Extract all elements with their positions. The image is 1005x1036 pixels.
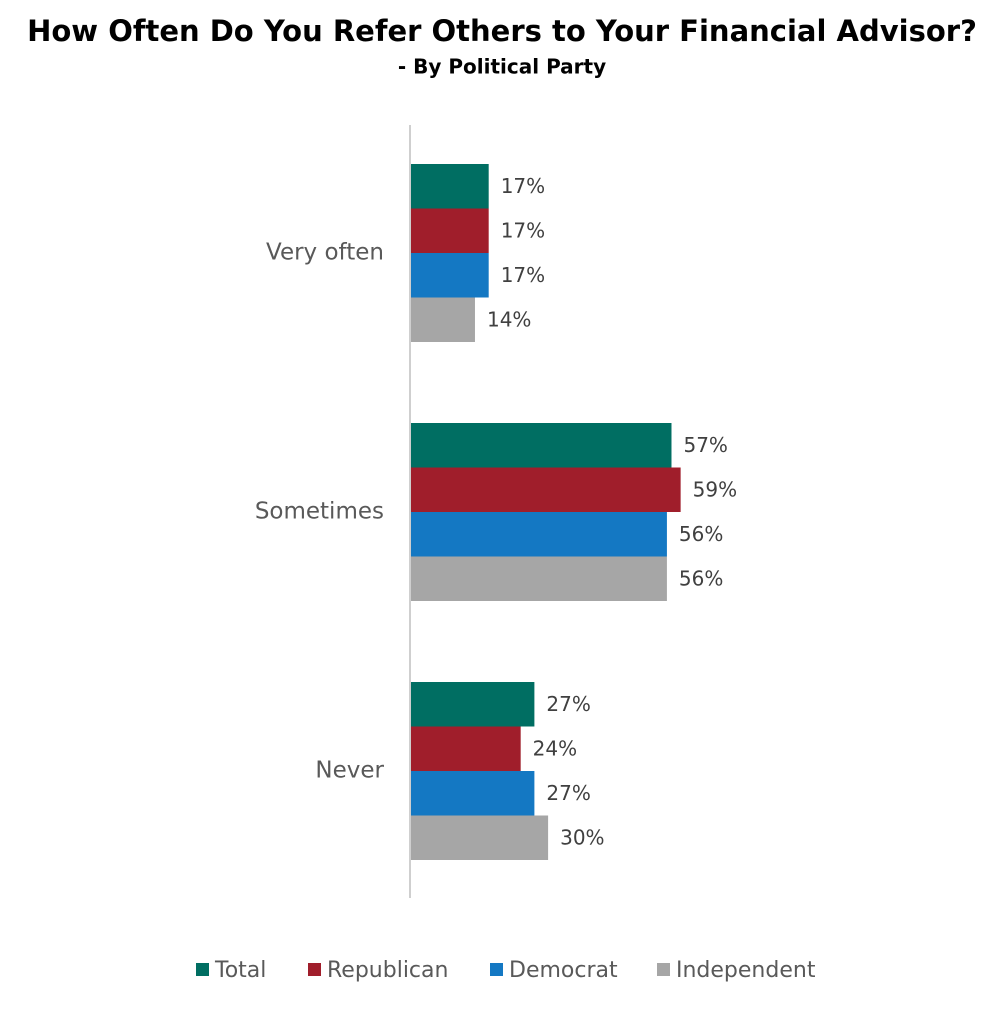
bar <box>411 815 549 860</box>
category-label: Sometimes <box>255 499 384 525</box>
data-label: 56% <box>679 566 723 590</box>
legend-swatch <box>490 963 503 976</box>
bar <box>411 556 667 601</box>
data-label: 27% <box>546 781 590 805</box>
chart-subtitle: - By Political Party <box>398 55 606 79</box>
bar <box>411 423 672 468</box>
data-label: 27% <box>546 692 590 716</box>
bar <box>411 726 521 771</box>
bar <box>411 208 489 253</box>
data-label: 56% <box>679 522 723 546</box>
data-label: 14% <box>487 307 531 331</box>
data-label: 17% <box>501 174 545 198</box>
bar <box>411 253 489 298</box>
bar <box>411 682 535 727</box>
category-label: Very often <box>266 240 384 266</box>
bar <box>411 512 667 557</box>
category-label: Never <box>315 758 384 784</box>
data-label: 57% <box>683 433 727 457</box>
legend-label: Independent <box>676 958 816 983</box>
legend-label: Total <box>214 958 266 983</box>
data-label: 24% <box>533 736 577 760</box>
bar <box>411 771 535 816</box>
legend-label: Republican <box>327 958 448 983</box>
legend-swatch <box>657 963 670 976</box>
legend-label: Democrat <box>509 958 618 983</box>
chart-title: How Often Do You Refer Others to Your Fi… <box>27 14 977 48</box>
data-label: 17% <box>501 263 545 287</box>
data-label: 17% <box>501 218 545 242</box>
legend-swatch <box>196 963 209 976</box>
data-label: 59% <box>693 477 737 501</box>
bar <box>411 467 681 512</box>
bar <box>411 297 475 342</box>
bar <box>411 164 489 209</box>
legend-swatch <box>308 963 321 976</box>
data-label: 30% <box>560 825 604 849</box>
